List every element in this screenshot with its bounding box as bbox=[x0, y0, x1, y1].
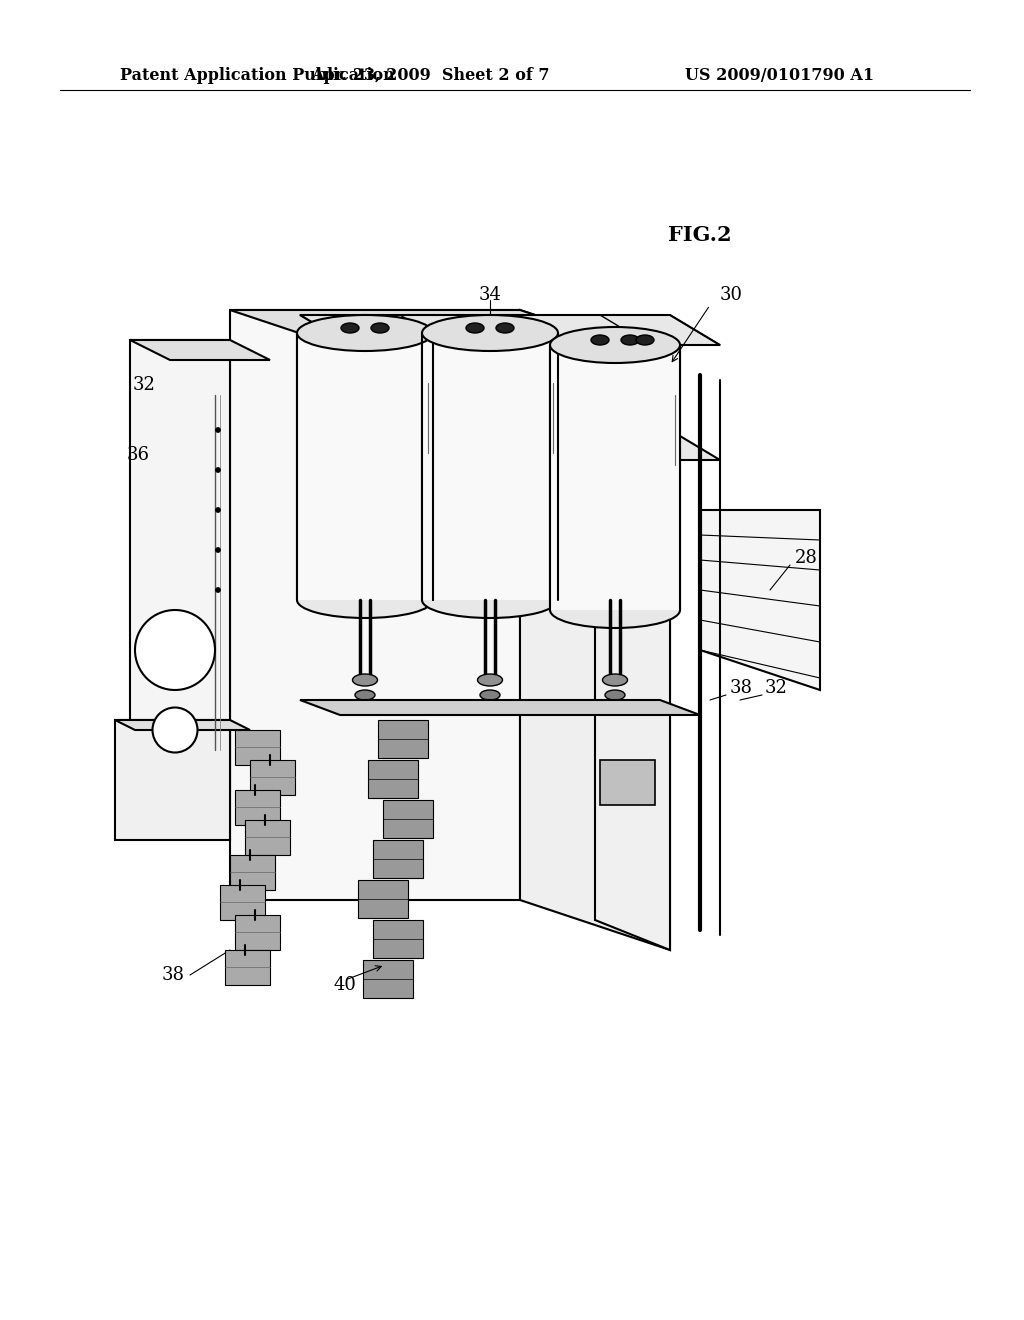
Text: 40: 40 bbox=[334, 975, 356, 994]
Ellipse shape bbox=[215, 428, 220, 433]
Text: 36: 36 bbox=[127, 446, 150, 465]
Ellipse shape bbox=[153, 708, 198, 752]
Polygon shape bbox=[250, 760, 295, 795]
Polygon shape bbox=[373, 840, 423, 878]
Ellipse shape bbox=[591, 335, 609, 345]
Ellipse shape bbox=[297, 315, 433, 351]
Polygon shape bbox=[368, 760, 418, 799]
Ellipse shape bbox=[422, 582, 558, 618]
Text: 32: 32 bbox=[132, 376, 155, 393]
Polygon shape bbox=[300, 430, 720, 459]
Polygon shape bbox=[230, 310, 670, 360]
Polygon shape bbox=[234, 789, 280, 825]
Text: Patent Application Publication: Patent Application Publication bbox=[120, 66, 394, 83]
Ellipse shape bbox=[215, 548, 220, 553]
Polygon shape bbox=[130, 341, 230, 789]
Ellipse shape bbox=[550, 327, 680, 363]
Polygon shape bbox=[234, 730, 280, 766]
Ellipse shape bbox=[215, 467, 220, 473]
Polygon shape bbox=[520, 310, 670, 950]
Ellipse shape bbox=[466, 323, 484, 333]
Ellipse shape bbox=[621, 335, 639, 345]
Text: 38: 38 bbox=[730, 678, 753, 697]
Text: 34: 34 bbox=[478, 286, 502, 304]
Polygon shape bbox=[700, 510, 820, 690]
Polygon shape bbox=[245, 820, 290, 855]
Text: 38: 38 bbox=[162, 966, 185, 983]
Polygon shape bbox=[297, 333, 433, 601]
Ellipse shape bbox=[355, 690, 375, 700]
Ellipse shape bbox=[422, 315, 558, 351]
Ellipse shape bbox=[477, 675, 503, 686]
Text: US 2009/0101790 A1: US 2009/0101790 A1 bbox=[685, 66, 874, 83]
Bar bbox=[600, 760, 655, 805]
Polygon shape bbox=[230, 310, 520, 900]
Text: FIG.2: FIG.2 bbox=[669, 224, 732, 246]
Ellipse shape bbox=[550, 591, 680, 628]
Ellipse shape bbox=[215, 587, 220, 593]
Polygon shape bbox=[220, 884, 265, 920]
Polygon shape bbox=[297, 333, 433, 601]
Polygon shape bbox=[115, 719, 230, 840]
Polygon shape bbox=[300, 315, 720, 345]
Ellipse shape bbox=[371, 323, 389, 333]
Polygon shape bbox=[362, 960, 413, 998]
Ellipse shape bbox=[135, 610, 215, 690]
Polygon shape bbox=[234, 915, 280, 950]
Polygon shape bbox=[225, 950, 270, 985]
Polygon shape bbox=[595, 366, 670, 950]
Ellipse shape bbox=[636, 335, 654, 345]
Polygon shape bbox=[422, 333, 558, 601]
Ellipse shape bbox=[605, 690, 625, 700]
Polygon shape bbox=[550, 345, 680, 610]
Text: 30: 30 bbox=[720, 286, 743, 304]
Text: 28: 28 bbox=[795, 549, 818, 568]
Ellipse shape bbox=[602, 675, 628, 686]
Ellipse shape bbox=[341, 323, 359, 333]
Polygon shape bbox=[422, 333, 558, 601]
Polygon shape bbox=[373, 920, 423, 958]
Ellipse shape bbox=[480, 690, 500, 700]
Polygon shape bbox=[300, 700, 700, 715]
Ellipse shape bbox=[496, 323, 514, 333]
Ellipse shape bbox=[297, 582, 433, 618]
Ellipse shape bbox=[215, 507, 220, 512]
Polygon shape bbox=[550, 345, 680, 610]
Text: 32: 32 bbox=[765, 678, 787, 697]
Polygon shape bbox=[383, 800, 433, 838]
Polygon shape bbox=[378, 719, 428, 758]
Polygon shape bbox=[130, 341, 270, 360]
Polygon shape bbox=[230, 855, 275, 890]
Ellipse shape bbox=[352, 675, 378, 686]
Polygon shape bbox=[358, 880, 408, 917]
Polygon shape bbox=[115, 719, 250, 730]
Text: Apr. 23, 2009  Sheet 2 of 7: Apr. 23, 2009 Sheet 2 of 7 bbox=[310, 66, 549, 83]
